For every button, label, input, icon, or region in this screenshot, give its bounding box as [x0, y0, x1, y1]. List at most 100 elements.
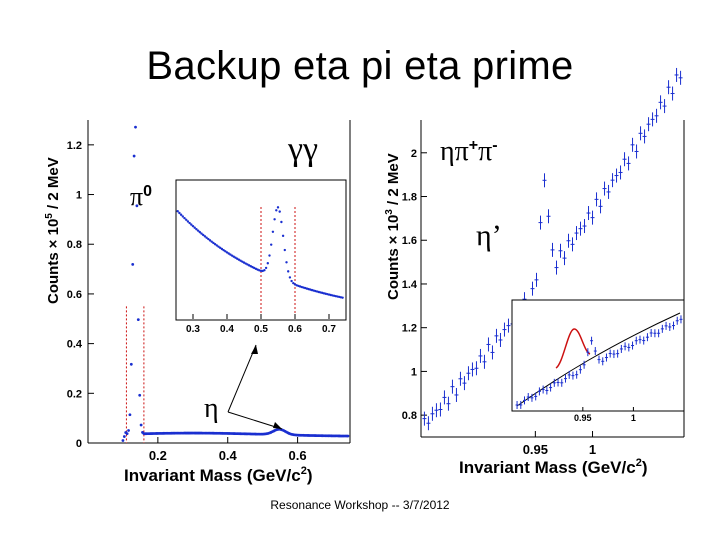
left-chart: 0 0.2 0.4 0.6 0.8 1 1.2 0.2 0.4 0.6 Counts× 105 /…: [44, 120, 351, 485]
left-xtick-label: 0.6: [289, 448, 307, 463]
left-inset-data-point: [217, 245, 220, 248]
left-inset-data-point: [212, 241, 215, 245]
right-ytick-label: 1.8: [402, 192, 417, 204]
left-inset-data-point: [263, 269, 266, 272]
left-inset-data-point: [193, 226, 196, 229]
eta-arrow-head-2: [273, 422, 282, 429]
right-inset-xtick-label: 0.95: [574, 413, 592, 423]
left-inset-data-point: [196, 229, 200, 232]
right-ytick-label: 0.8: [402, 410, 417, 422]
left-inset-data-point: [280, 220, 283, 224]
left-inset-data-point: [191, 224, 195, 228]
left-xtick-label: 0.2: [149, 448, 167, 463]
slide-footer: Resonance Workshop -- 3/7/2012: [270, 498, 450, 512]
left-data-point: [121, 439, 125, 442]
left-inset-data-point: [183, 216, 186, 220]
left-inset-xtick-label: 0.5: [254, 324, 268, 335]
left-inset-data-point: [203, 235, 207, 238]
left-inset-data-point: [181, 215, 184, 218]
left-x-axis-label: Invariant Mass (GeV/c2): [124, 465, 312, 485]
etaprime-label: η’: [476, 219, 502, 252]
left-inset-data-point: [224, 250, 227, 253]
left-data-point: [134, 125, 137, 129]
left-ytick-label: 0: [76, 438, 82, 450]
left-inset-data-point: [285, 261, 288, 264]
right-ytick-label: 2: [411, 148, 417, 160]
left-data-point: [127, 429, 130, 432]
left-data-point: [139, 423, 143, 427]
right-inset-frame: [511, 299, 685, 412]
left-inset-data-point: [202, 233, 205, 237]
eta-label: η: [204, 393, 219, 424]
left-inset-data-point: [266, 262, 269, 265]
left-ytick-label: 0.2: [67, 388, 82, 400]
left-inset-xtick-label: 0.7: [322, 324, 336, 335]
left-data-point: [132, 154, 136, 158]
left-inset-data-point: [176, 210, 179, 213]
left-inset-data-point: [264, 266, 268, 270]
left-inset-data-point: [179, 213, 183, 216]
left-inset-data-point: [225, 251, 229, 254]
left-inset-xtick-label: 0.6: [288, 324, 302, 335]
right-chart-title: ηπ+π-: [440, 136, 498, 167]
left-inset-data-point: [185, 218, 188, 222]
left-inset-data-point: [341, 296, 344, 299]
left-inset-xtick-label: 0.3: [186, 324, 200, 335]
left-data-point: [136, 318, 140, 322]
left-data-point: [138, 393, 142, 397]
left-ytick-label: 0.8: [67, 239, 82, 251]
left-inset-xtick-label: 0.4: [220, 324, 234, 335]
pi0-label: π0: [130, 182, 152, 211]
left-inset-data-point: [210, 240, 213, 243]
left-inset-data-point: [292, 281, 295, 285]
left-inset-data-point: [215, 244, 218, 247]
left-inset-data-point: [198, 230, 201, 234]
left-inset-data-point: [222, 248, 225, 252]
left-inset-data-point: [278, 210, 281, 213]
left-inset-data-point: [190, 223, 193, 226]
left-inset-data-point: [220, 247, 224, 251]
right-ytick-label: 1.2: [402, 323, 417, 335]
left-inset: 0.3 0.4 0.5 0.6 0.7: [175, 179, 347, 335]
left-inset-data-point: [275, 209, 278, 212]
left-inset-data-point: [271, 230, 275, 233]
left-inset-data-point: [268, 254, 271, 257]
right-y-axis-label: Counts× 103 / 2 MeV: [384, 153, 402, 300]
eta-arrow-left: [227, 344, 257, 413]
left-data-point: [346, 434, 350, 438]
left-data-point: [129, 362, 133, 366]
left-ytick-label: 1.2: [67, 140, 82, 152]
left-inset-data-point: [195, 228, 198, 231]
left-inset-data-point: [259, 269, 263, 273]
left-inset-data-point: [276, 206, 280, 209]
left-inset-data-point: [186, 220, 190, 223]
left-data-point: [135, 204, 139, 208]
right-inset: 0.95 1: [511, 299, 685, 423]
left-data-point: [131, 262, 135, 266]
left-inset-data-point: [227, 252, 230, 255]
left-inset-data-point: [178, 211, 181, 215]
left-data-point: [125, 432, 129, 436]
left-inset-data-point: [270, 243, 273, 246]
right-ytick-label: 1.4: [402, 279, 418, 291]
left-inset-data-point: [283, 248, 286, 252]
right-inset-bg-fit: [516, 312, 681, 407]
left-inset-data-point: [288, 276, 292, 279]
left-inset-data-point: [281, 234, 285, 238]
left-inset-data-point: [290, 279, 293, 283]
left-chart-title: γγ: [287, 131, 318, 168]
left-inset-data-point: [188, 221, 191, 225]
right-inset-gauss-fit: [555, 328, 591, 369]
right-inset-xtick-label: 1: [631, 413, 636, 423]
left-y-axis-label: Counts× 105 / 2 MeV: [44, 157, 62, 304]
left-ytick-label: 1: [76, 190, 82, 202]
left-data-point: [122, 435, 126, 438]
left-inset-data-point: [273, 218, 276, 221]
left-inset-data-point: [208, 239, 212, 242]
left-ytick-label: 0.6: [67, 289, 82, 301]
right-ytick-label: 1.6: [402, 235, 417, 247]
eta-arrow-right: [227, 411, 283, 430]
left-inset-data-point: [207, 237, 210, 241]
left-data-point: [128, 413, 132, 417]
right-chart: 0.8 1 1.2 1.4 1.6 1.8 2 0.95 1 Counts× 103 / 2 M…: [384, 67, 685, 477]
